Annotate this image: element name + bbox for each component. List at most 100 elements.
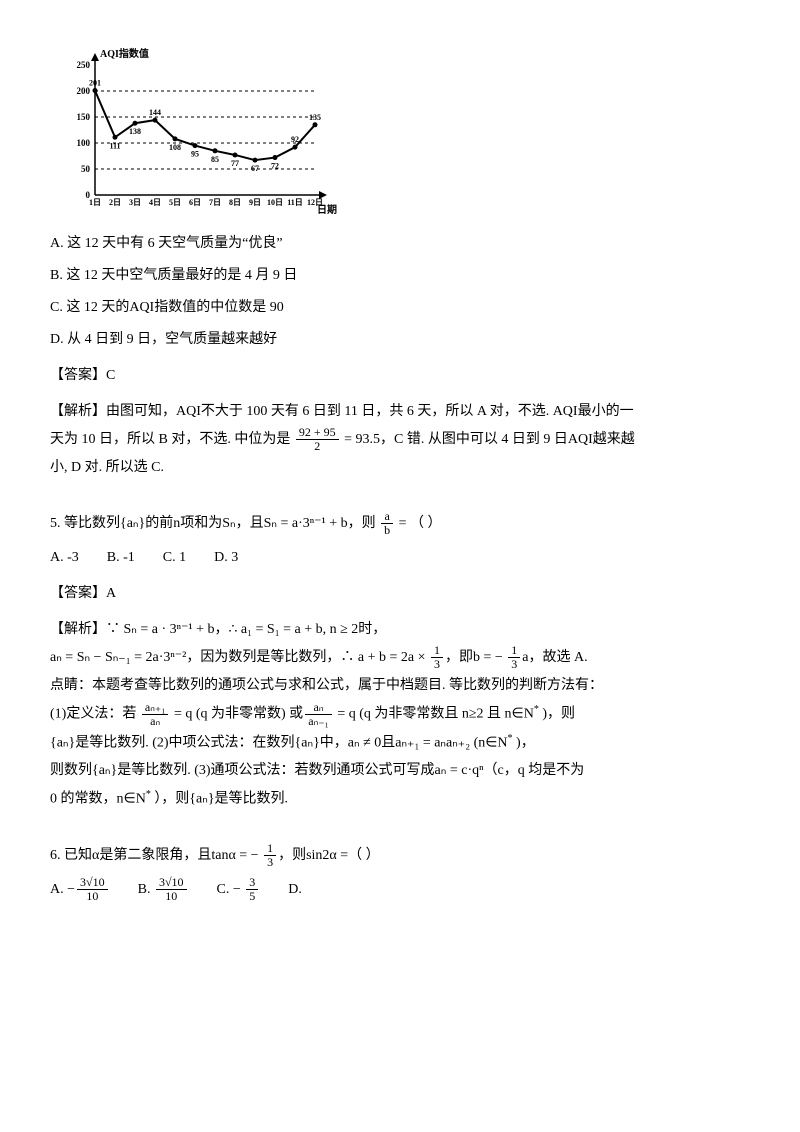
denominator: 3 (508, 658, 520, 671)
svg-text:AQI指数值: AQI指数值 (100, 47, 149, 60)
text: = （ ） (399, 516, 442, 531)
fraction: 92 + 95 2 (296, 426, 339, 453)
svg-text:日期: 日期 (317, 203, 337, 216)
fraction: a b (381, 510, 393, 537)
svg-text:85: 85 (211, 155, 219, 164)
svg-text:111: 111 (109, 141, 120, 150)
fraction: 13 (264, 842, 276, 869)
q6-option-a: A. −3√1010 (50, 876, 110, 904)
denominator: 3 (264, 856, 276, 869)
numerator: 3 (246, 876, 258, 890)
numerator: 3√10 (156, 876, 187, 890)
q5-note-line3: {aₙ}是等比数列. (2)中项公式法：在数列{aₙ}中，aₙ ≠ 0且aₙ₊₁… (50, 729, 750, 758)
q4-option-a: A. 这 12 天中有 6 天空气质量为“优良” (50, 230, 750, 258)
denominator: 10 (156, 890, 187, 903)
q4-option-b: B. 这 12 天中空气质量最好的是 4 月 9 日 (50, 262, 750, 290)
numerator: 1 (431, 644, 443, 658)
text: = q (q 为非零常数且 n≥2 且 n∈N (334, 707, 534, 722)
q6-options: A. −3√1010 B. 3√1010 C. − 35 D. (50, 876, 750, 904)
denominator: 10 (77, 890, 108, 903)
q5-note-line1: 点睛：本题考查等比数列的通项公式与求和公式，属于中档题目. 等比数列的判断方法有… (50, 672, 750, 700)
svg-text:250: 250 (77, 60, 91, 70)
denominator: 2 (296, 440, 339, 453)
text: = 93.5，C 错. 从图中可以 4 日到 9 日AQI越来越 (344, 432, 635, 447)
numerator: 3√10 (77, 876, 108, 890)
text: ，即b = − (445, 650, 506, 665)
svg-text:138: 138 (129, 127, 141, 136)
q5-option-c: C. 1 (163, 544, 186, 572)
svg-text:1日: 1日 (89, 198, 101, 207)
q6-option-c: C. − 35 (217, 876, 261, 904)
svg-text:8日: 8日 (229, 198, 241, 207)
fraction: 13 (431, 644, 443, 671)
q4-answer: 【答案】C (50, 362, 750, 390)
q5-note-line2: (1)定义法：若 aₙ₊₁aₙ = q (q 为非零常数) 或aₙaₙ₋₁ = … (50, 700, 750, 729)
svg-text:9日: 9日 (249, 198, 261, 207)
svg-text:67: 67 (251, 164, 259, 173)
q6-stem: 6. 已知α是第二象限角，且tanα = − 13，则sin2α =（ ） (50, 842, 750, 870)
text: aₙ = Sₙ − Sₙ₋₁ = 2a·3ⁿ⁻²，因为数列是等比数列，∴ a +… (50, 650, 429, 665)
q5-explain-line2: aₙ = Sₙ − Sₙ₋₁ = 2a·3ⁿ⁻²，因为数列是等比数列，∴ a +… (50, 644, 750, 672)
denominator: 5 (246, 890, 258, 903)
fraction: 3√1010 (156, 876, 187, 903)
q5-note-line4: 则数列{aₙ}是等比数列. (3)通项公式法：若数列通项公式可写成aₙ = c·… (50, 757, 750, 785)
svg-text:201: 201 (89, 78, 101, 87)
svg-text:4日: 4日 (149, 198, 161, 207)
label: C. − (217, 882, 245, 897)
fraction: 3√1010 (77, 876, 108, 903)
q5-answer: 【答案】A (50, 580, 750, 608)
q5-option-a: A. -3 (50, 544, 79, 572)
denominator: aₙ (142, 715, 169, 728)
svg-text:92: 92 (291, 135, 299, 144)
numerator: aₙ₊₁ (142, 701, 169, 715)
svg-text:135: 135 (309, 113, 321, 122)
svg-text:72: 72 (271, 162, 279, 171)
text: 0 的常数，n∈N (50, 792, 146, 807)
svg-text:100: 100 (77, 138, 91, 148)
numerator: 1 (264, 842, 276, 856)
svg-text:6日: 6日 (189, 198, 201, 207)
aqi-chart: 0501001502002501日2日3日4日5日6日7日8日9日10日11日1… (60, 40, 340, 220)
fraction: aₙ₊₁aₙ (142, 701, 169, 728)
text: ，则sin2α =（ ） (278, 848, 380, 863)
q4-explain-line2: 天为 10 日，所以 B 对，不选. 中位为是 92 + 95 2 = 93.5… (50, 426, 750, 454)
text: )， (513, 735, 535, 750)
svg-text:108: 108 (169, 143, 181, 152)
svg-text:3日: 3日 (129, 198, 141, 207)
q4-option-d: D. 从 4 日到 9 日，空气质量越来越好 (50, 326, 750, 354)
q6-option-d: D. (288, 876, 302, 904)
svg-text:95: 95 (191, 150, 199, 159)
fraction: 13 (508, 644, 520, 671)
svg-text:11日: 11日 (287, 198, 303, 207)
denominator: 3 (431, 658, 443, 671)
svg-text:200: 200 (77, 86, 91, 96)
text: )，则 (539, 707, 575, 722)
svg-text:2日: 2日 (109, 198, 121, 207)
text: 5. 等比数列 (50, 516, 120, 531)
numerator: a (381, 510, 393, 524)
text: 的前n项和为Sₙ，且Sₙ = a·3ⁿ⁻¹ + b，则 (145, 516, 375, 531)
numerator: aₙ (305, 701, 332, 715)
label: B. (138, 882, 154, 897)
q5-note-line5: 0 的常数，n∈N* ），则{aₙ}是等比数列. (50, 785, 750, 814)
q4-explain-line1: 【解析】由图可知，AQI不大于 100 天有 6 日到 11 日，共 6 天，所… (50, 398, 750, 426)
text: {aₙ}是等比数列. (2)中项公式法：在数列{aₙ}中，aₙ ≠ 0且aₙ₊₁… (50, 735, 508, 750)
q5-option-d: D. 3 (214, 544, 238, 572)
q6-option-b: B. 3√1010 (138, 876, 189, 904)
denominator: b (381, 524, 393, 537)
q5-options: A. -3 B. -1 C. 1 D. 3 (50, 544, 750, 572)
numerator: 92 + 95 (296, 426, 339, 440)
text: (1)定义法：若 (50, 707, 140, 722)
fraction: 35 (246, 876, 258, 903)
text: ），则{aₙ}是等比数列. (151, 792, 288, 807)
q5-option-b: B. -1 (107, 544, 135, 572)
numerator: 1 (508, 644, 520, 658)
denominator: aₙ₋₁ (305, 715, 332, 728)
svg-text:10日: 10日 (267, 198, 283, 207)
fraction: aₙaₙ₋₁ (305, 701, 332, 728)
text: a，故选 A. (522, 650, 587, 665)
svg-text:144: 144 (149, 108, 161, 117)
q4-option-c: C. 这 12 天的AQI指数值的中位数是 90 (50, 294, 750, 322)
label: A. − (50, 882, 75, 897)
svg-text:7日: 7日 (209, 198, 221, 207)
